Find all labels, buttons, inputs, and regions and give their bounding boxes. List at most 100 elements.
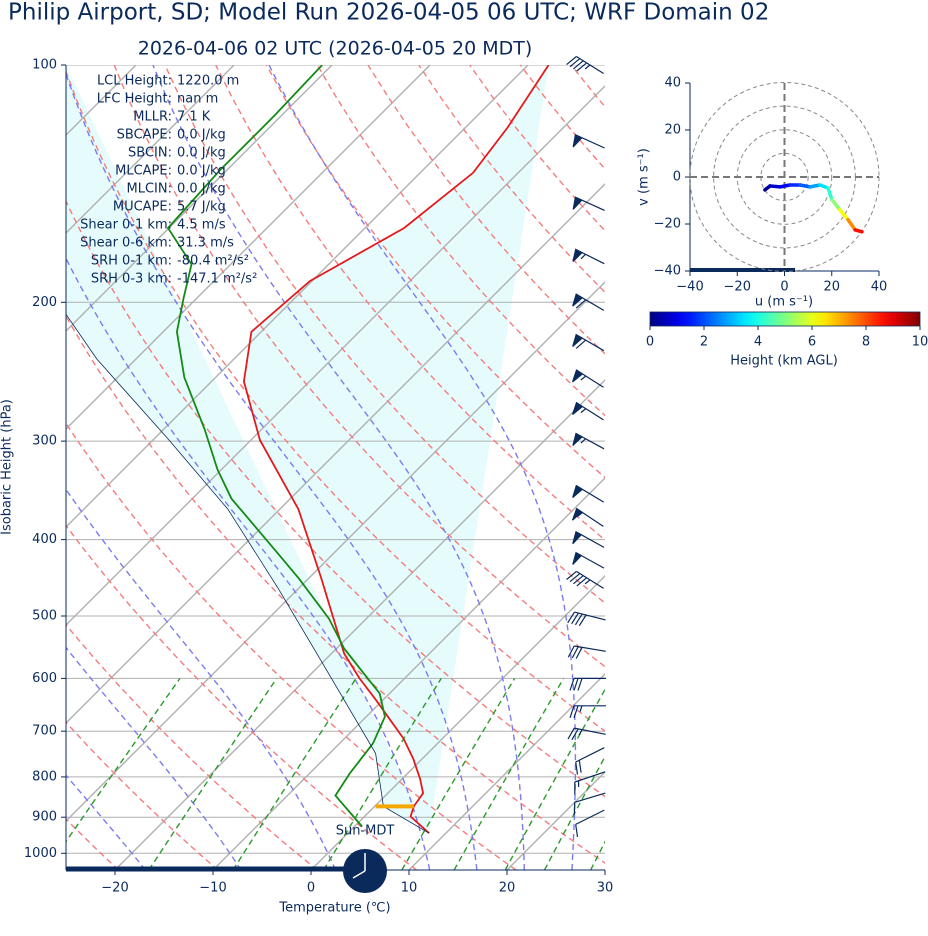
wind-barb xyxy=(572,530,605,548)
y-tick-label: 0 xyxy=(673,170,681,185)
y-axis-label: Isobaric Height (hPa) xyxy=(0,399,15,535)
hodo-segment xyxy=(846,218,857,232)
wind-barb xyxy=(571,507,604,527)
mixing-ratio-line xyxy=(504,688,605,870)
colorbar-tick-label: 10 xyxy=(912,335,928,350)
chart-subtitle: 2026-04-06 02 UTC (2026-04-05 20 MDT) xyxy=(138,38,533,60)
x-tick-label: 0 xyxy=(780,280,788,295)
y-tick-label: 400 xyxy=(32,532,57,547)
y-tick-label: −20 xyxy=(654,217,681,232)
wind-barb xyxy=(572,248,605,265)
colorbar xyxy=(649,311,921,327)
stat-value: 7.1 K xyxy=(177,110,211,125)
dry-adiabat xyxy=(570,65,605,108)
dry-adiabat xyxy=(265,65,605,479)
wind-barb xyxy=(572,196,605,211)
mixing-ratio-line xyxy=(401,678,516,870)
parcel-profile xyxy=(66,313,430,834)
x-tick-label: 30 xyxy=(597,881,614,896)
stat-label: Shear 0-6 km: xyxy=(80,236,172,251)
stat-value: 31.3 m/s xyxy=(177,236,234,251)
colorbar-tick-label: 0 xyxy=(646,335,654,350)
x-tick-label: 10 xyxy=(401,881,418,896)
x-axis-label: Temperature (℃) xyxy=(278,901,390,916)
stat-value: 0.0 J/kg xyxy=(177,146,226,161)
cin-shading xyxy=(66,65,549,834)
wind-barb xyxy=(572,369,604,388)
stat-value: 1220.0 m xyxy=(177,74,239,89)
dry-adiabat xyxy=(66,69,605,732)
stat-value: -80.4 m²/s² xyxy=(177,254,249,269)
x-tick-label: −10 xyxy=(199,881,226,896)
stat-label: LFC Height: xyxy=(97,92,172,107)
stat-label: LCL Height: xyxy=(97,74,172,89)
wind-barb xyxy=(573,792,606,815)
isotherm xyxy=(604,869,605,870)
x-tick-label: 20 xyxy=(499,881,516,896)
stat-label: MLLR: xyxy=(133,110,172,125)
stat-label: SBCIN: xyxy=(128,146,172,161)
mixing-ratio-line xyxy=(590,840,605,870)
colorbar-tick-label: 2 xyxy=(700,335,708,350)
x-tick-label: 40 xyxy=(871,280,888,295)
wind-barb xyxy=(567,611,606,627)
isotherm xyxy=(212,477,605,870)
colorbar-tick-label: 6 xyxy=(808,335,816,350)
dry-adiabat xyxy=(66,314,605,864)
isotherm xyxy=(66,65,333,332)
wind-barb xyxy=(575,809,605,837)
y-tick-label: 20 xyxy=(664,123,681,138)
hodo-segment xyxy=(830,198,842,212)
stat-value: 0.0 J/kg xyxy=(177,182,226,197)
wind-barb xyxy=(566,55,604,75)
mixing-ratio-line xyxy=(453,678,565,870)
hodo-segment xyxy=(826,186,834,202)
stat-value: 5.7 J/kg xyxy=(177,200,226,215)
dry-adiabat xyxy=(66,199,605,798)
y-tick-label: 200 xyxy=(32,295,57,310)
hodo-y-label: v (m s⁻¹) xyxy=(637,148,652,206)
wind-barb xyxy=(567,727,606,741)
x-tick-label: −20 xyxy=(101,881,128,896)
moist-adiabat xyxy=(66,488,337,870)
isotherm xyxy=(66,183,605,724)
y-tick-label: 600 xyxy=(32,671,57,686)
mixing-ratio-line xyxy=(148,678,278,870)
isotherm xyxy=(66,65,431,430)
moist-adiabat xyxy=(66,71,478,870)
dry-adiabat xyxy=(66,721,219,870)
wind-barb xyxy=(566,570,604,589)
moist-adiabat xyxy=(66,257,431,870)
hodo-x-label: u (m s⁻¹) xyxy=(755,295,813,310)
isotherm xyxy=(66,281,605,822)
mixing-ratio-line xyxy=(543,755,605,870)
plot-layer xyxy=(66,65,605,870)
stat-label: SBCAPE: xyxy=(117,128,172,143)
isotherm xyxy=(310,575,605,870)
isotherm xyxy=(66,65,235,234)
stat-value: -147.1 m²/s² xyxy=(177,272,257,287)
moist-adiabat xyxy=(152,65,525,870)
stat-label: SRH 0-1 km: xyxy=(91,254,172,269)
wind-barb xyxy=(572,133,605,149)
dry-adiabat xyxy=(66,623,318,870)
stat-label: MLCIN: xyxy=(127,182,172,197)
x-tick-label: 0 xyxy=(307,881,315,896)
time-label: Sun-MDT xyxy=(336,824,395,839)
y-tick-label: 40 xyxy=(664,76,681,91)
stat-label: SRH 0-3 km: xyxy=(91,272,172,287)
wind-barb xyxy=(569,705,606,718)
wind-barb xyxy=(572,293,605,311)
dry-adiabat xyxy=(316,65,605,417)
mixing-ratio-line xyxy=(66,677,181,843)
colorbar-tick-label: 8 xyxy=(862,335,870,350)
dry-adiabat xyxy=(113,65,605,668)
clock-icon xyxy=(343,849,387,893)
x-tick-label: 20 xyxy=(823,280,840,295)
wind-barb xyxy=(572,401,604,421)
isotherm xyxy=(66,85,605,626)
moist-adiabat xyxy=(66,646,242,870)
stat-value: 0.0 J/kg xyxy=(177,128,226,143)
y-tick-label: 800 xyxy=(32,769,57,784)
